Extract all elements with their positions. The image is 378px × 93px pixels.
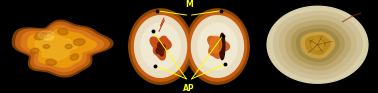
- Polygon shape: [220, 33, 225, 60]
- Polygon shape: [28, 29, 96, 67]
- Polygon shape: [150, 36, 171, 60]
- Polygon shape: [44, 35, 53, 40]
- Polygon shape: [30, 48, 39, 54]
- Polygon shape: [38, 31, 54, 40]
- Polygon shape: [274, 11, 362, 79]
- Polygon shape: [131, 12, 190, 81]
- Polygon shape: [16, 22, 109, 75]
- Polygon shape: [58, 28, 68, 35]
- Polygon shape: [191, 16, 243, 77]
- Polygon shape: [280, 16, 356, 74]
- Polygon shape: [291, 25, 344, 65]
- Polygon shape: [46, 59, 56, 65]
- Polygon shape: [198, 23, 237, 70]
- Polygon shape: [186, 9, 249, 84]
- Polygon shape: [188, 12, 247, 81]
- Polygon shape: [301, 32, 335, 58]
- Polygon shape: [65, 44, 72, 49]
- Polygon shape: [21, 25, 104, 72]
- Polygon shape: [34, 32, 46, 40]
- Polygon shape: [311, 39, 324, 50]
- Text: AP: AP: [183, 84, 195, 93]
- Polygon shape: [70, 54, 79, 60]
- Text: M: M: [185, 0, 193, 9]
- Polygon shape: [135, 16, 187, 77]
- Polygon shape: [43, 45, 50, 48]
- Polygon shape: [208, 36, 229, 58]
- Polygon shape: [210, 36, 222, 53]
- Polygon shape: [35, 36, 78, 60]
- Polygon shape: [73, 39, 85, 46]
- Polygon shape: [305, 36, 330, 54]
- Polygon shape: [297, 29, 339, 61]
- Polygon shape: [129, 9, 192, 84]
- Polygon shape: [141, 23, 180, 70]
- Polygon shape: [267, 6, 368, 83]
- Polygon shape: [156, 42, 165, 56]
- Polygon shape: [286, 21, 350, 70]
- Polygon shape: [12, 20, 113, 77]
- Polygon shape: [310, 40, 325, 51]
